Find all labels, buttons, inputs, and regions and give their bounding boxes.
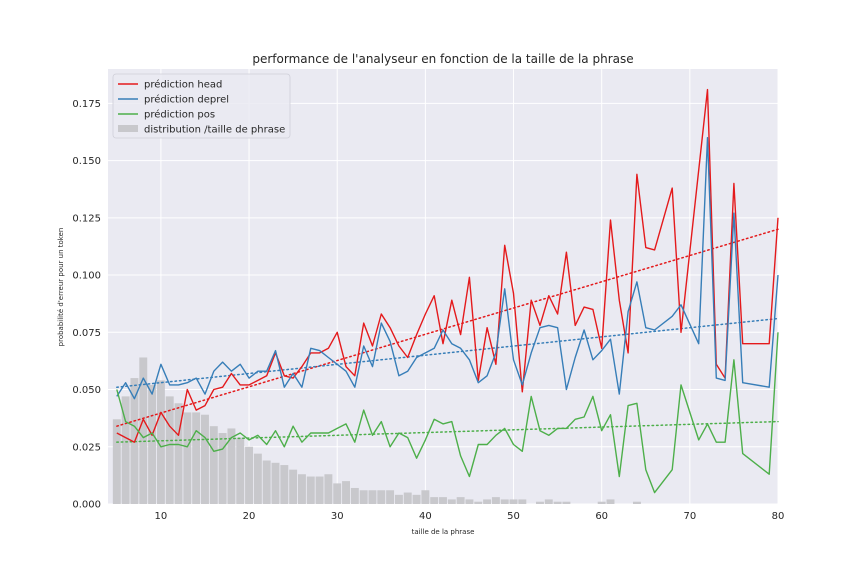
distribution-bar bbox=[148, 384, 157, 504]
distribution-bar bbox=[421, 490, 430, 504]
distribution-bar bbox=[262, 460, 271, 504]
legend-frame bbox=[112, 73, 291, 139]
distribution-bar bbox=[236, 437, 245, 504]
distribution-bar bbox=[483, 499, 492, 504]
distribution-bar bbox=[350, 487, 359, 504]
distribution-bar bbox=[386, 490, 395, 504]
y-tick-label: 0.000 bbox=[72, 500, 101, 511]
legend: prédiction head prédiction deprel prédic… bbox=[112, 73, 291, 139]
x-tick-label: 10 bbox=[155, 511, 168, 522]
legend-label-pos: prédiction pos bbox=[144, 109, 215, 121]
distribution-bar bbox=[500, 499, 509, 504]
series-line-deprel bbox=[116, 137, 779, 400]
distribution-bar bbox=[491, 497, 500, 504]
series-lines bbox=[116, 88, 779, 494]
plot-background bbox=[108, 69, 778, 504]
distribution-bar bbox=[465, 499, 474, 504]
distribution-bar bbox=[174, 403, 183, 504]
x-tick-label: 50 bbox=[507, 511, 520, 522]
x-tick-label: 40 bbox=[419, 511, 432, 522]
distribution-bar bbox=[553, 501, 562, 504]
distribution-bar bbox=[333, 483, 342, 504]
distribution-bar bbox=[606, 499, 615, 504]
distribution-bar bbox=[430, 497, 439, 504]
distribution-bar bbox=[165, 396, 174, 504]
distribution-bar bbox=[183, 412, 192, 504]
distribution-bar bbox=[280, 465, 289, 504]
y-tick-label: 0.150 bbox=[72, 156, 101, 167]
distribution-bar bbox=[597, 501, 606, 504]
x-tick-label: 60 bbox=[595, 511, 608, 522]
distribution-bar bbox=[447, 499, 456, 504]
y-tick-label: 0.050 bbox=[72, 385, 101, 396]
distribution-bar bbox=[562, 501, 571, 504]
legend-swatch-distribution bbox=[118, 125, 138, 132]
y-tick-label: 0.025 bbox=[72, 442, 101, 453]
distribution-bar bbox=[121, 396, 130, 504]
distribution-bar bbox=[412, 494, 421, 504]
distribution-bar bbox=[139, 357, 148, 504]
distribution-bars bbox=[112, 357, 641, 504]
series-line-head bbox=[116, 88, 779, 443]
y-axis-label: probabilité d'erreur pour un token bbox=[57, 228, 65, 347]
trend-line-deprel bbox=[116, 317, 779, 388]
distribution-bar bbox=[271, 462, 280, 504]
x-tick-label: 20 bbox=[243, 511, 256, 522]
x-tick-label: 70 bbox=[683, 511, 696, 522]
y-tick-label: 0.075 bbox=[72, 328, 101, 339]
x-axis-label: taille de la phrase bbox=[412, 528, 475, 536]
distribution-bar bbox=[289, 469, 298, 504]
distribution-bar bbox=[394, 494, 403, 504]
distribution-bar bbox=[439, 497, 447, 504]
distribution-bar bbox=[632, 501, 641, 504]
distribution-bar bbox=[253, 453, 262, 504]
distribution-bar bbox=[201, 414, 209, 504]
distribution-bar bbox=[536, 501, 544, 504]
distribution-bar bbox=[297, 474, 306, 504]
distribution-bar bbox=[509, 499, 518, 504]
y-tick-label: 0.100 bbox=[72, 271, 101, 282]
series-line-pos bbox=[116, 332, 779, 494]
legend-label-distribution: distribution /taille de phrase bbox=[144, 125, 285, 136]
distribution-bar bbox=[377, 490, 386, 504]
distribution-bar bbox=[209, 426, 218, 504]
distribution-bar bbox=[544, 499, 553, 504]
distribution-bar bbox=[227, 428, 236, 504]
distribution-bar bbox=[156, 380, 165, 504]
distribution-bar bbox=[403, 492, 412, 504]
distribution-bar bbox=[192, 412, 201, 504]
tick-labels: 0.000 0.025 0.050 0.075 0.100 0.125 0.150 0.175… bbox=[72, 99, 784, 522]
y-tick-label: 0.175 bbox=[72, 99, 101, 110]
distribution-bar bbox=[368, 490, 377, 504]
distribution-bar bbox=[456, 497, 465, 504]
distribution-bar bbox=[315, 476, 324, 504]
distribution-bar bbox=[218, 433, 227, 504]
x-tick-label: 80 bbox=[772, 511, 785, 522]
distribution-bar bbox=[474, 501, 483, 504]
distribution-bar bbox=[518, 499, 527, 504]
distribution-bar bbox=[359, 490, 368, 504]
y-tick-label: 0.125 bbox=[72, 213, 101, 224]
distribution-bar bbox=[324, 474, 333, 504]
distribution-bar bbox=[342, 481, 350, 504]
distribution-bar bbox=[306, 476, 315, 504]
legend-label-deprel: prédiction deprel bbox=[144, 94, 229, 106]
legend-label-head: prédiction head bbox=[144, 79, 222, 91]
distribution-bar bbox=[245, 446, 254, 504]
distribution-bar bbox=[112, 419, 121, 504]
x-tick-label: 30 bbox=[331, 511, 344, 522]
trend-lines bbox=[116, 228, 779, 443]
chart-title: performance de l'analyseur en fonction d… bbox=[252, 52, 633, 66]
